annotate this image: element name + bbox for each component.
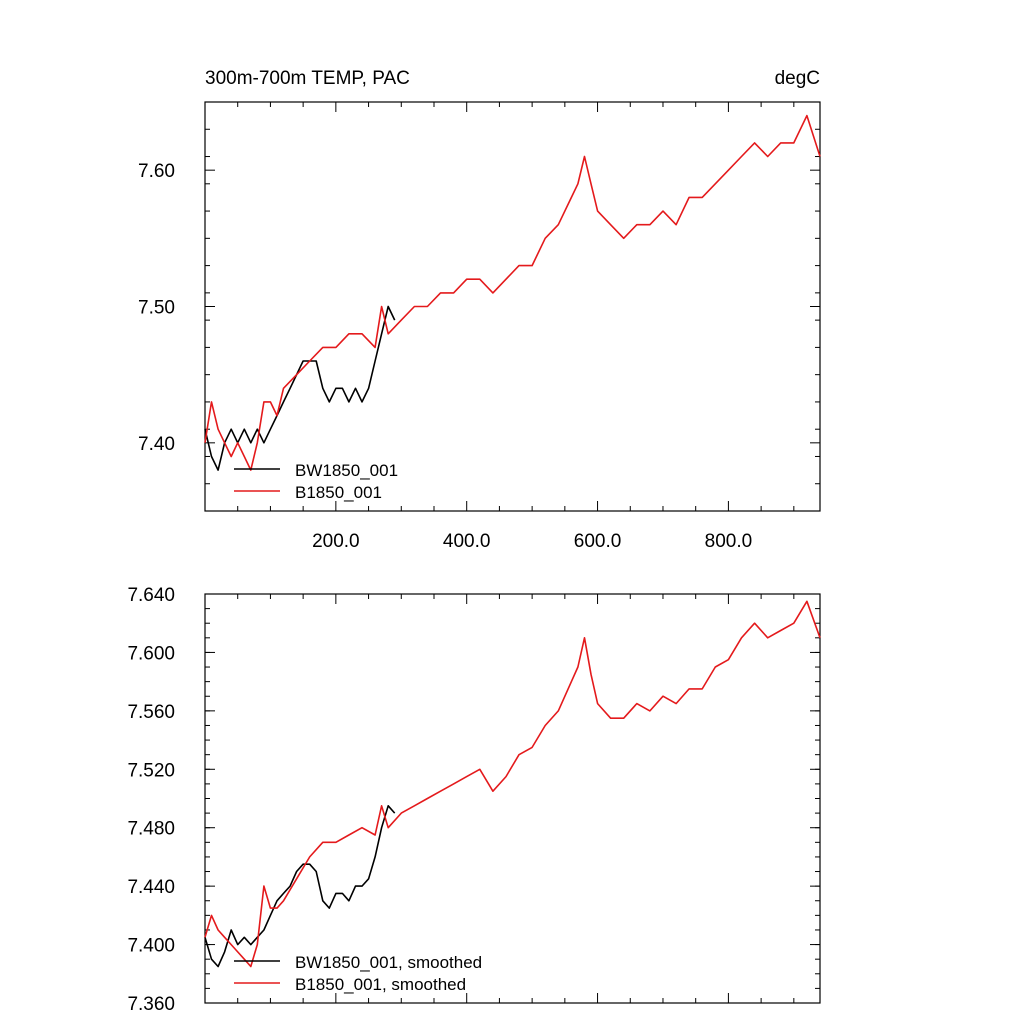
top-series-group: [204, 114, 821, 471]
top-y-tick-labels: 7.40 7.50 7.60: [138, 161, 175, 455]
bottom-plot-frame: [204, 593, 821, 1004]
bottom-series-group: [204, 600, 821, 968]
y-tick-label: 7.40: [138, 434, 175, 455]
top-x-tick-labels: 200.0 400.0 600.0 800.0: [312, 531, 752, 552]
top-legend-label-bw1850: BW1850_001: [295, 461, 398, 480]
y-tick-label: 7.360: [127, 994, 175, 1015]
y-tick-label: 7.440: [127, 877, 175, 898]
y-tick-label: 7.480: [127, 819, 175, 840]
top-ticks: [205, 101, 820, 512]
x-tick-label: 800.0: [705, 531, 753, 552]
top-panel: 300m-700m TEMP, PAC degC 200.0 400.0 600.0…: [138, 68, 821, 552]
bottom-legend-label-b1850: B1850_001, smoothed: [295, 975, 466, 994]
bottom-ticks: [205, 593, 820, 1004]
y-tick-label: 7.520: [127, 760, 175, 781]
bottom-legend: BW1850_001, smoothed B1850_001, smoothed: [234, 953, 482, 994]
top-plot-frame: [204, 101, 821, 512]
x-tick-label: 200.0: [312, 531, 360, 552]
x-tick-label: 400.0: [443, 531, 491, 552]
y-tick-label: 7.560: [127, 702, 175, 723]
bottom-series-line-bw1850-smoothed: [204, 805, 396, 968]
bottom-y-tick-labels: 7.360 7.400 7.440 7.480 7.520 7.560 7.600 7.640: [127, 585, 175, 1015]
bottom-legend-label-bw1850: BW1850_001, smoothed: [295, 953, 482, 972]
y-tick-label: 7.640: [127, 585, 175, 606]
y-tick-label: 7.600: [127, 643, 175, 664]
y-tick-label: 7.50: [138, 298, 175, 319]
top-legend-label-b1850: B1850_001: [295, 483, 382, 502]
top-legend: BW1850_001 B1850_001: [234, 461, 398, 502]
bottom-panel: 7.360 7.400 7.440 7.480 7.520 7.560 7.600 7.640…: [127, 585, 821, 1015]
top-series-line-b1850: [204, 114, 821, 471]
y-tick-label: 7.60: [138, 161, 175, 182]
y-tick-label: 7.400: [127, 936, 175, 957]
bottom-series-line-b1850-smoothed: [204, 600, 821, 968]
top-series-line-bw1850: [204, 305, 396, 471]
top-chart-title: 300m-700m TEMP, PAC: [205, 68, 410, 89]
x-tick-label: 600.0: [574, 531, 622, 552]
top-chart-units: degC: [775, 68, 820, 89]
